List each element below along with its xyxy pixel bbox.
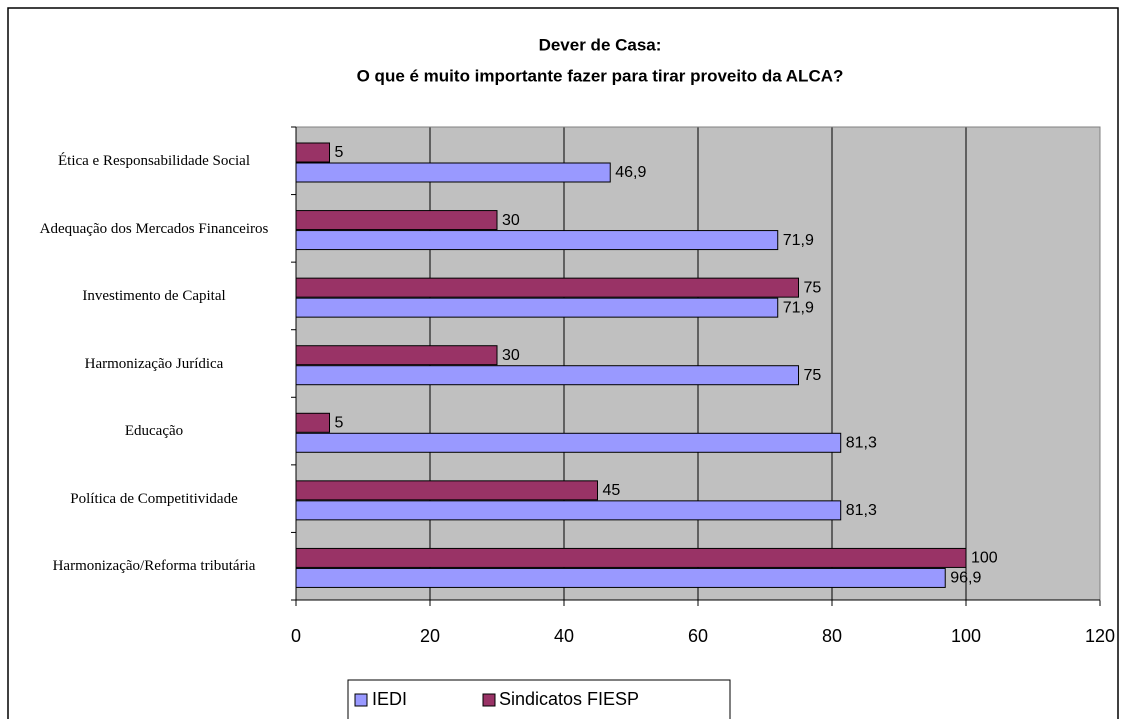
- chart-title: Dever de Casa:: [539, 35, 662, 54]
- x-tick-label: 0: [291, 626, 301, 646]
- data-label: 75: [804, 279, 822, 296]
- legend-label: IEDI: [372, 689, 407, 709]
- x-tick-label: 40: [554, 626, 574, 646]
- y-tick-label: Adequação dos Mercados Financeiros: [39, 220, 269, 237]
- y-tick-label: Política de Competitividade: [70, 490, 238, 507]
- legend: [347, 679, 731, 719]
- bar: [295, 345, 498, 366]
- bar: [295, 547, 967, 568]
- x-tick-label: 80: [822, 626, 842, 646]
- data-label: 100: [971, 550, 998, 567]
- y-tick-label: Ética e Responsabilidade Social: [57, 153, 251, 169]
- bar: [295, 412, 330, 433]
- data-label: 30: [502, 347, 520, 364]
- y-tick-label: Harmonização Jurídica: [84, 355, 224, 372]
- bar: [295, 500, 842, 521]
- y-tick-label: Investimento de Capital: [82, 288, 226, 305]
- data-label: 71,9: [783, 299, 814, 316]
- y-tick-label: Harmonização/Reforma tributária: [52, 558, 256, 575]
- bar: [295, 277, 799, 298]
- data-label: 5: [335, 144, 344, 161]
- data-label: 71,9: [783, 232, 814, 249]
- x-tick-label: 20: [420, 626, 440, 646]
- bar: [295, 162, 611, 183]
- data-label: 5: [335, 415, 344, 432]
- x-tick-label: 60: [688, 626, 708, 646]
- data-label: 81,3: [846, 502, 877, 519]
- x-tick-label: 100: [951, 626, 981, 646]
- data-label: 46,9: [615, 164, 646, 181]
- legend-label: Sindicatos FIESP: [499, 689, 639, 709]
- bar: [295, 142, 330, 163]
- y-tick-label: Educação: [124, 423, 184, 440]
- data-label: 75: [804, 367, 822, 384]
- data-label: 30: [502, 212, 520, 229]
- x-tick-label: 120: [1085, 626, 1115, 646]
- bar: [295, 230, 779, 251]
- data-label: 96,9: [950, 570, 981, 587]
- bar: [295, 365, 799, 386]
- bar: [295, 432, 842, 453]
- bar: [295, 480, 598, 501]
- data-label: 45: [603, 482, 621, 499]
- bar: [295, 210, 498, 231]
- bar: [295, 297, 779, 318]
- chart-title: O que é muito importante fazer para tira…: [357, 66, 844, 85]
- legend-swatch: [482, 693, 496, 707]
- data-label: 81,3: [846, 435, 877, 452]
- bar: [295, 567, 946, 588]
- legend-swatch: [354, 693, 368, 707]
- chart-border: [7, 7, 1119, 719]
